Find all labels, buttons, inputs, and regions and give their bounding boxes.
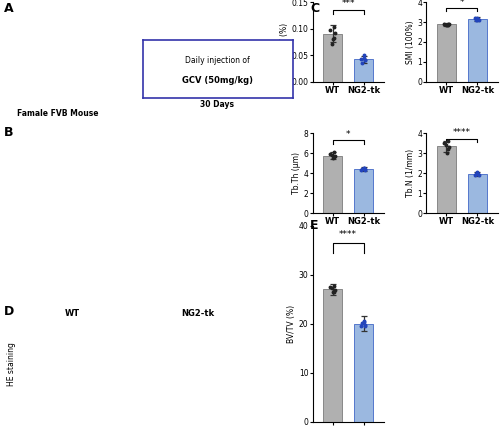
Bar — [468, 174, 486, 213]
Bar — [437, 24, 456, 82]
Text: A: A — [4, 2, 14, 15]
Text: ***: *** — [342, 0, 355, 9]
Y-axis label: Tb.N (1/mm): Tb.N (1/mm) — [406, 149, 414, 197]
Text: Micro-CT: Micro-CT — [6, 199, 16, 233]
Text: NG2-tk: NG2-tk — [181, 309, 214, 318]
Text: ****: **** — [453, 128, 471, 138]
Bar — [354, 169, 373, 213]
Bar — [324, 290, 342, 422]
Bar — [324, 156, 342, 213]
Bar — [354, 59, 373, 82]
Text: *: * — [346, 130, 350, 139]
Text: WT: WT — [65, 130, 80, 139]
Text: ****: **** — [339, 230, 357, 239]
Y-axis label: SMI (100%): SMI (100%) — [406, 20, 414, 64]
Text: HE staining: HE staining — [6, 343, 16, 386]
Text: E: E — [310, 219, 318, 233]
Bar — [324, 34, 342, 82]
Bar — [468, 19, 486, 82]
Text: B: B — [4, 126, 14, 139]
Y-axis label: Tb.Th (μm): Tb.Th (μm) — [292, 152, 300, 194]
Text: Daily injection of: Daily injection of — [185, 56, 250, 65]
Text: WT: WT — [65, 309, 80, 318]
Y-axis label: BV/TV (%): BV/TV (%) — [287, 305, 296, 343]
Text: C: C — [310, 2, 319, 15]
Text: GCV (50mg/kg): GCV (50mg/kg) — [182, 76, 253, 85]
Text: 30 Days: 30 Days — [200, 100, 234, 109]
Bar — [354, 324, 373, 422]
Bar — [437, 147, 456, 213]
Text: NG2-tk: NG2-tk — [181, 130, 214, 139]
Text: *: * — [460, 0, 464, 7]
Y-axis label: BV/TV (%): BV/TV (%) — [280, 23, 288, 61]
Text: D: D — [4, 305, 14, 318]
Text: Famale FVB Mouse: Famale FVB Mouse — [17, 109, 98, 118]
